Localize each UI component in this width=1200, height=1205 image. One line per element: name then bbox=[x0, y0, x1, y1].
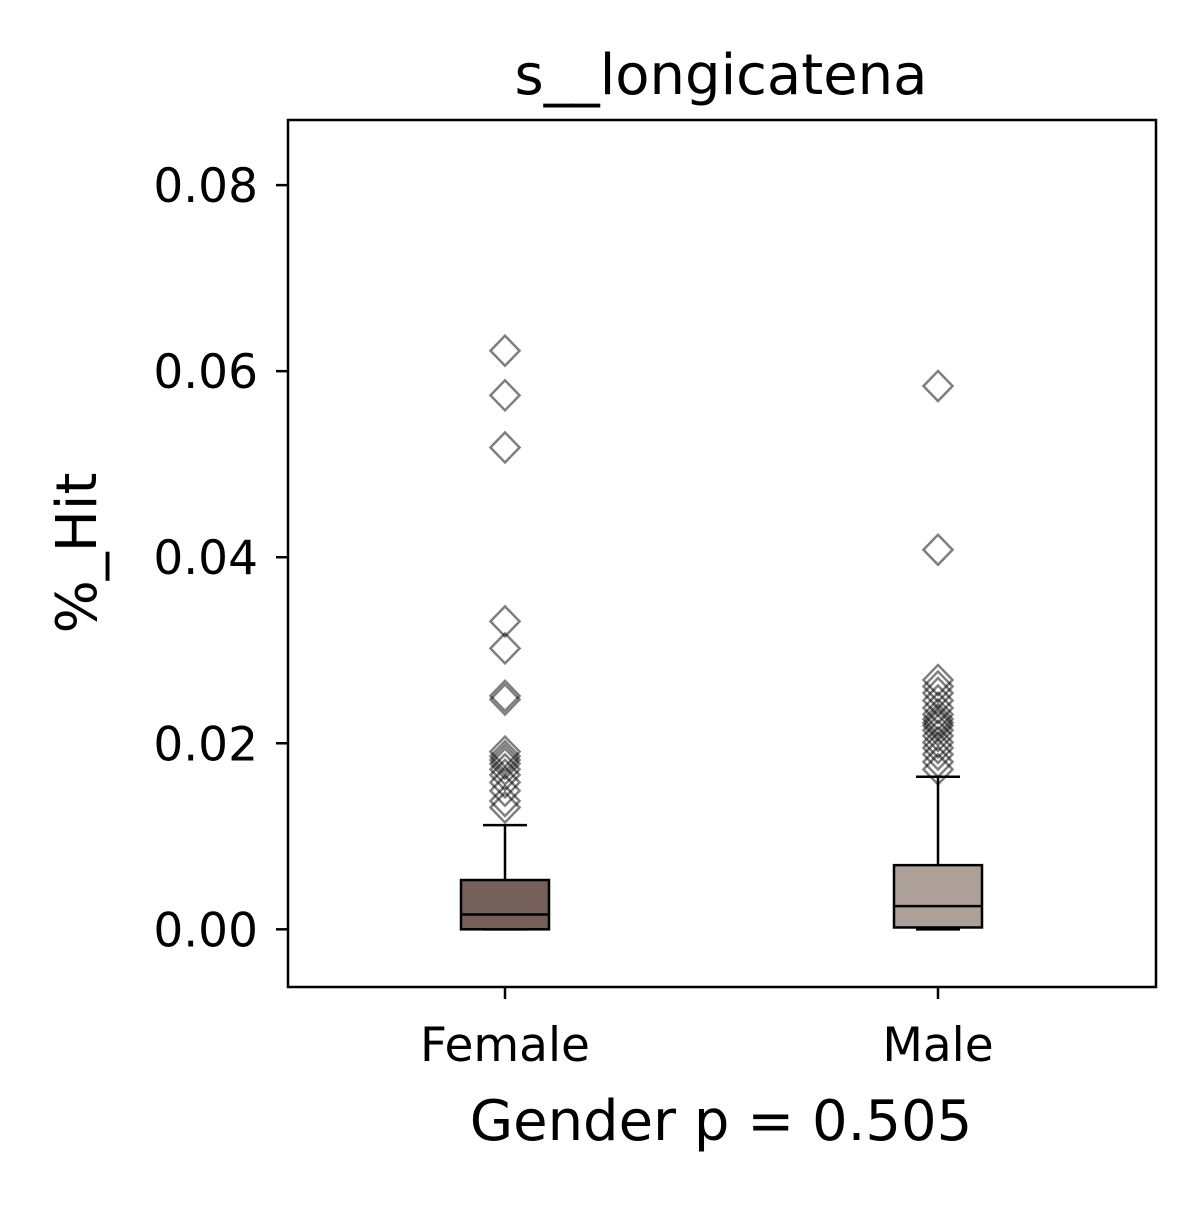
y-tick-label: 0.08 bbox=[153, 159, 258, 214]
outlier-point-male bbox=[921, 719, 955, 753]
outlier-point-male bbox=[921, 663, 955, 697]
outlier-point-female bbox=[488, 631, 522, 666]
outlier-point-male bbox=[921, 532, 955, 567]
y-tick-label: 0.00 bbox=[153, 903, 258, 958]
outlier-point-male bbox=[921, 752, 955, 787]
outlier-point-female bbox=[488, 378, 522, 413]
outlier-point-female bbox=[488, 790, 522, 825]
outlier-point-female bbox=[488, 430, 522, 465]
y-tick-label: 0.02 bbox=[153, 717, 258, 772]
outlier-point-female bbox=[488, 679, 522, 713]
outlier-point-female bbox=[488, 758, 522, 792]
y-tick-label: 0.04 bbox=[153, 531, 258, 586]
outlier-point-female bbox=[488, 604, 522, 639]
outlier-point-female bbox=[488, 784, 522, 818]
x-tick-label: Male bbox=[882, 1018, 993, 1073]
outlier-point-male bbox=[921, 691, 955, 725]
outlier-point-male bbox=[921, 369, 955, 403]
plot-frame bbox=[286, 118, 1158, 989]
y-tick-label: 0.06 bbox=[153, 345, 258, 400]
x-tick-label: Female bbox=[420, 1018, 590, 1073]
outlier-point-male bbox=[921, 737, 955, 772]
outlier-point-female bbox=[488, 746, 522, 781]
outlier-point-female bbox=[488, 773, 522, 808]
chart-title: s__longicatena bbox=[515, 43, 928, 108]
outlier-point-male bbox=[921, 731, 955, 765]
outlier-point-male bbox=[921, 725, 955, 760]
outlier-point-male bbox=[921, 745, 955, 779]
outlier-point-female bbox=[488, 682, 522, 717]
box-male bbox=[892, 863, 984, 929]
outlier-point-female bbox=[488, 333, 522, 368]
outlier-point-female bbox=[488, 739, 522, 774]
x-axis-label: Gender p = 0.505 bbox=[470, 1089, 973, 1154]
outlier-point-male bbox=[921, 697, 955, 732]
outlier-point-male bbox=[921, 669, 955, 704]
outlier-point-female bbox=[488, 765, 522, 800]
y-axis-label: %_Hit bbox=[45, 473, 110, 634]
box-female bbox=[459, 878, 551, 931]
